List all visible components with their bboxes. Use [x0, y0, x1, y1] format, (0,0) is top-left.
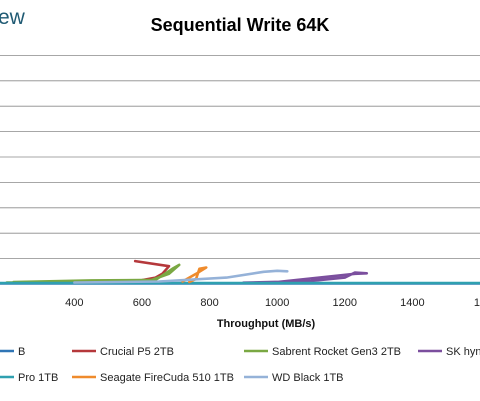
legend-item: Sabrent Rocket Gen3 2TB: [244, 346, 401, 358]
x-tick-label: 1200: [333, 297, 357, 309]
legend-label: WD Black 1TB: [272, 372, 344, 384]
legend-item: Seagate FireCuda 510 1TB: [72, 372, 234, 384]
legend-label: Crucial P5 2TB: [100, 346, 174, 358]
legend-label: SK hyn: [446, 346, 480, 358]
x-axis-label: Throughput (MB/s): [217, 318, 316, 330]
x-tick-label: 400: [65, 297, 83, 309]
series-line: [73, 269, 289, 284]
x-tick-label: 1000: [265, 297, 289, 309]
legend-item: SK hyn: [418, 346, 480, 358]
legend-item: B: [0, 346, 25, 358]
legend-label: B: [18, 346, 25, 358]
x-tick-label: 1: [474, 297, 480, 309]
legend-label: Pro 1TB: [18, 372, 58, 384]
legend-item: Pro 1TB: [0, 372, 58, 384]
legend: B Crucial P5 2TB Sabrent Rocket Gen3 2TB SK…: [0, 346, 480, 384]
x-tick-label: 1400: [400, 297, 424, 309]
x-tick-label: 600: [133, 297, 151, 309]
legend-item: WD Black 1TB: [244, 372, 344, 384]
x-tick-label: 800: [200, 297, 218, 309]
legend-label: Sabrent Rocket Gen3 2TB: [272, 346, 401, 358]
logo-fragment: ew: [0, 6, 25, 29]
gridlines: [0, 55, 480, 285]
legend-label: Seagate FireCuda 510 1TB: [100, 372, 234, 384]
x-tick-labels: 400 600 800 1000 1200 1400 1: [65, 297, 480, 309]
series-lines: [0, 259, 480, 285]
series-line: [127, 259, 171, 283]
chart-title: Sequential Write 64K: [150, 15, 330, 35]
series-line: [5, 263, 181, 284]
legend-item: Crucial P5 2TB: [72, 346, 174, 358]
series-line: [242, 271, 369, 284]
